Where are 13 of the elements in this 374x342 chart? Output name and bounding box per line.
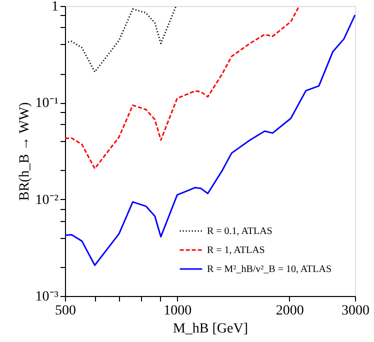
x-tick-label: 1000 [164,304,192,318]
x-tick-label: 2000 [276,304,304,318]
x-tick-label: 500 [55,304,76,318]
y-tick-label: 10⁻² [35,192,58,208]
y-tick-label: 1 [52,0,58,14]
y-tick-label: 10⁻³ [35,290,58,304]
legend-label: R = 0.1, ATLAS [207,226,272,237]
legend-label: R = M²_hB/v²_B = 10, ATLAS [207,264,332,275]
y-axis-title: BR(h_B → WW) [17,102,32,201]
y-tick-label: 10⁻¹ [35,96,58,112]
x-tick-label: 3000 [342,304,370,318]
x-axis-title: M_hB [GeV] [172,322,248,336]
legend-label: R = 1, ATLAS [207,245,265,256]
